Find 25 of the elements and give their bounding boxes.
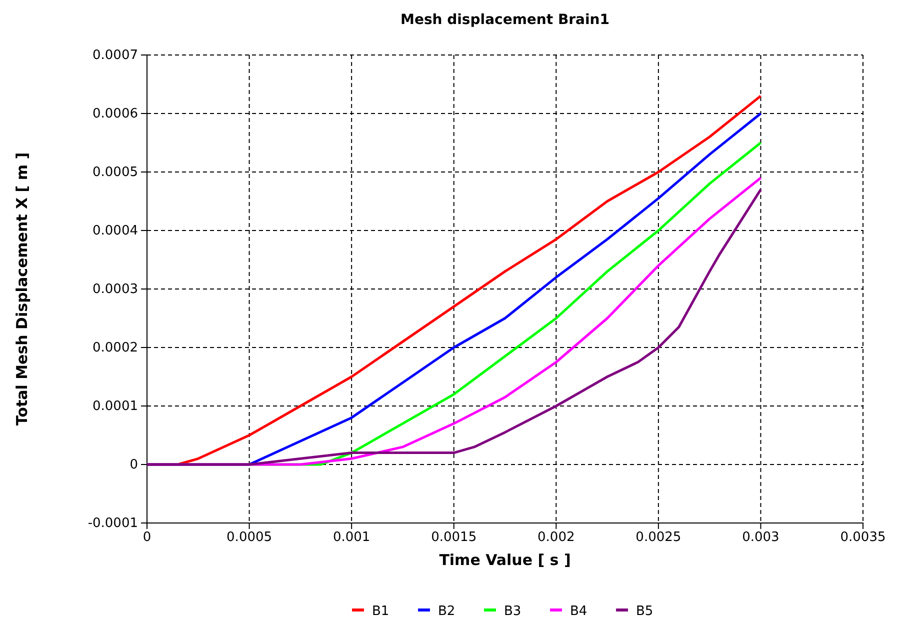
y-tick-label: 0.0007 xyxy=(92,48,138,64)
x-tick-label: 0.002 xyxy=(538,530,575,546)
y-tick-label: -0.0001 xyxy=(88,516,138,532)
x-tick-label: 0.0025 xyxy=(636,530,682,546)
y-tick-label: 0.0003 xyxy=(92,282,138,298)
y-tick-label: 0 xyxy=(130,458,138,473)
y-tick-label: 0.0005 xyxy=(92,165,138,180)
legend-label: B1 xyxy=(372,604,390,619)
legend-label: B2 xyxy=(438,604,456,619)
x-tick-label: 0.0035 xyxy=(840,530,886,546)
y-tick-label: 0.0001 xyxy=(92,399,138,414)
y-tick-label: 0.0006 xyxy=(92,106,138,122)
x-tick-label: 0.0005 xyxy=(226,530,272,546)
legend-label: B5 xyxy=(636,604,654,619)
x-tick-label: 0 xyxy=(142,530,152,546)
y-tick-label: 0.0004 xyxy=(92,224,138,239)
y-axis-title: Total Mesh Displacement X [ m ] xyxy=(13,152,31,426)
y-tick-label: 0.0002 xyxy=(92,340,138,356)
x-tick-label: 0.001 xyxy=(332,530,370,546)
x-axis-title: Time Value [ s ] xyxy=(439,551,571,569)
chart-title: Mesh displacement Brain1 xyxy=(400,12,610,28)
x-tick-label: 0.003 xyxy=(742,530,780,546)
legend-label: B4 xyxy=(570,604,588,619)
x-tick-label: 0.0015 xyxy=(431,530,477,546)
legend-label: B3 xyxy=(504,604,522,619)
